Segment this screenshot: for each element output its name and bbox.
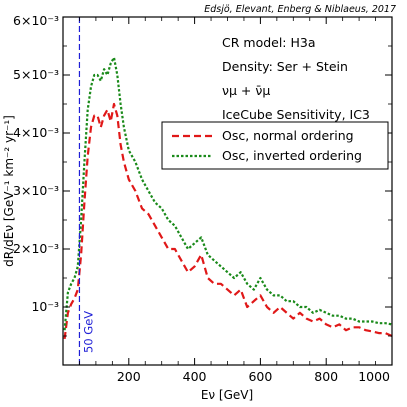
legend-label-normal: Osc, normal ordering (222, 128, 354, 143)
x-tick-label: 600 (248, 369, 272, 384)
plot-frame (62, 16, 393, 366)
y-tick-label: 10⁻³ (31, 299, 59, 314)
x-tick-label: 800 (314, 369, 338, 384)
y-tick-label: 6×10⁻³ (13, 13, 59, 28)
legend: Osc, normal ordering Osc, inverted order… (161, 121, 389, 170)
vline-layer: 50 GeV (78, 17, 95, 365)
info-line-cr-model: CR model: H3a (222, 35, 316, 50)
y-tick-label: 3×10⁻³ (13, 183, 59, 198)
legend-label-inverted: Osc, inverted ordering (222, 148, 362, 163)
series-line-normal-ordering (63, 102, 393, 340)
info-line-neutrino: νμ + ν̄μ (222, 83, 270, 98)
y-tick-label: 5×10⁻³ (13, 67, 59, 82)
credit-text: Edsjö, Elevant, Enberg & Niblaeus, 2017 (204, 4, 396, 15)
info-line-density: Density: Ser + Stein (222, 59, 348, 74)
x-axis-title: Eν [GeV] (201, 388, 253, 402)
threshold-label: 50 GeV (81, 311, 95, 353)
x-tick-label: 1000 (358, 369, 390, 384)
series-layer (63, 56, 393, 340)
info-box: CR model: H3a Density: Ser + Stein νμ + … (222, 35, 370, 122)
y-tick-label: 2×10⁻³ (13, 241, 59, 256)
x-tick-label: 200 (117, 369, 141, 384)
y-tick-label: 4×10⁻³ (13, 125, 59, 140)
info-line-sensitivity: IceCube Sensitivity, IC3 (222, 107, 370, 122)
y-axis-title: dR/dEν [GeV⁻¹ km⁻² yr⁻¹] (2, 115, 16, 267)
legend-box (161, 121, 389, 170)
x-tick-label: 400 (183, 369, 207, 384)
